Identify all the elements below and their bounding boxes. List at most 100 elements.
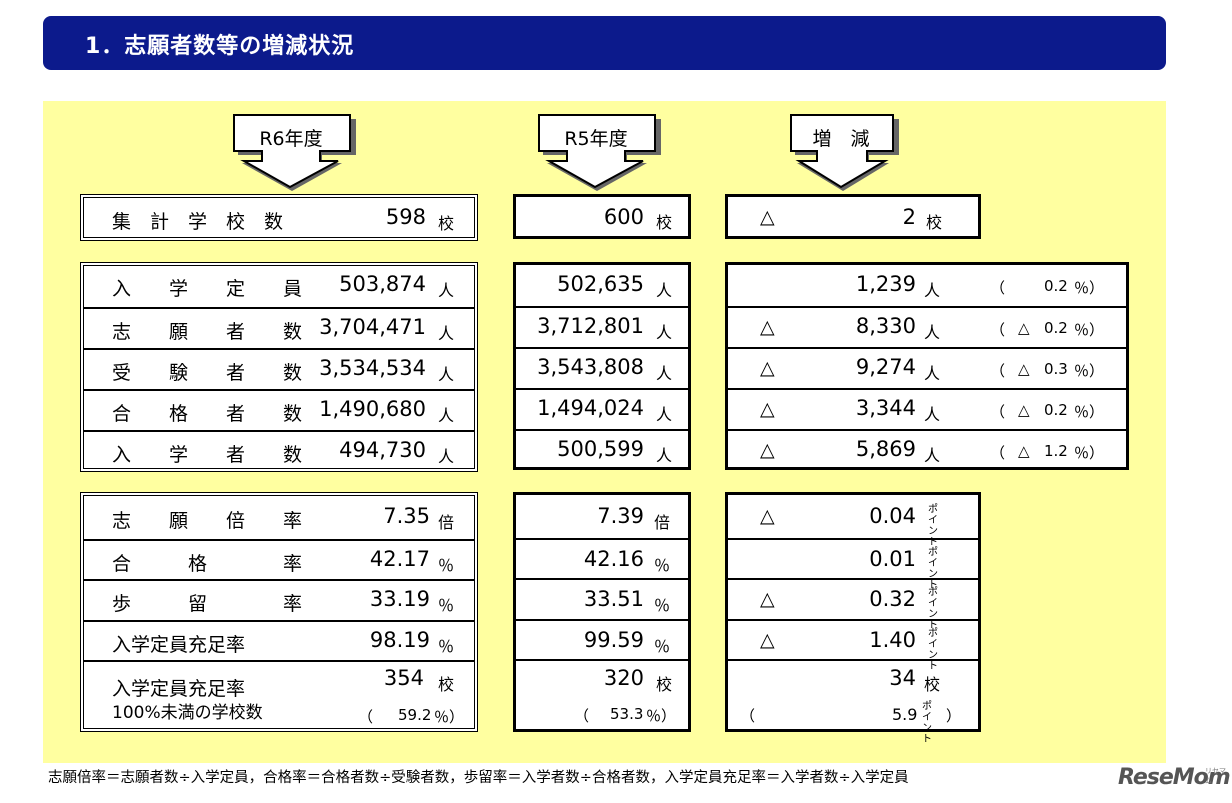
rate-unit: 倍 <box>437 513 454 532</box>
pct-triangle-icon: △ <box>1018 442 1030 460</box>
count-diff-value: 8,330 <box>855 314 916 338</box>
count-unit: 人 <box>923 446 940 465</box>
rate-diff-value: 0.04 <box>869 504 916 528</box>
count-label: 入 学 定 員 <box>112 278 303 300</box>
count-unit: 人 <box>655 323 672 342</box>
rate-row: 42.16 ％ <box>516 538 688 578</box>
rate-diff-value: 0.01 <box>869 547 916 571</box>
decrease-triangle-icon: △ <box>760 398 775 420</box>
count-r5-value: 502,635 <box>557 272 644 296</box>
rate-r5-value: 33.51 <box>583 587 644 611</box>
pct-close: ％） <box>1074 321 1105 339</box>
count-row: 1,494,024 人 <box>516 388 688 429</box>
header-r5-arrow: R5年度 <box>537 113 661 191</box>
rate-r6-value: 98.19 <box>369 628 430 652</box>
pct-close: ％） <box>1074 444 1105 462</box>
rates-r5-box: 7.39 倍 42.16 ％ 33.51 ％ 99.59 ％ 320 校 （ 5… <box>513 492 691 732</box>
count-r5-value: 500,599 <box>557 437 644 461</box>
pct-value: 0.3 <box>1044 360 1068 378</box>
rate-r5-value: 42.16 <box>583 547 644 571</box>
count-unit: 人 <box>437 447 454 466</box>
schools-diff-value: 2 <box>902 205 916 229</box>
under-r6-pct: 59.2 <box>398 706 432 724</box>
count-r5-value: 3,712,801 <box>537 314 644 338</box>
pct-open: （ <box>990 403 1006 421</box>
count-diff-row: △ 3,344 人 （ △ 0.2 ％） <box>728 388 1126 429</box>
under-diff-pct: 5.9 <box>892 705 918 724</box>
pct-triangle-icon: △ <box>1018 360 1030 378</box>
rate-label: 合 格 率 <box>112 553 303 575</box>
down-arrow-icon <box>233 114 356 191</box>
pct-close: ％） <box>434 708 465 726</box>
decrease-triangle-icon: △ <box>760 629 775 651</box>
rate-row: 入学定員充足率 98.19 ％ <box>84 620 474 660</box>
count-r6-value: 3,534,534 <box>319 356 426 380</box>
pct-close: ％） <box>1074 279 1105 297</box>
pct-triangle-icon: △ <box>1018 319 1030 337</box>
resemom-logo: ReseMom <box>1118 765 1231 790</box>
header-diff-arrow: 増 減 <box>789 113 899 191</box>
under-unit: 校 <box>437 675 454 694</box>
count-diff-value: 1,239 <box>855 272 916 296</box>
rate-r6-value: 7.35 <box>383 504 430 528</box>
pct-close: ％） <box>1074 362 1105 380</box>
header-r5-label: R5年度 <box>564 128 628 150</box>
count-row: 受 験 者 数 3,534,534 人 <box>84 348 474 389</box>
count-diff-row: △ 8,330 人 （ △ 0.2 ％） <box>728 306 1126 347</box>
section-title-banner: 1．志願者数等の増減状況 <box>43 16 1166 70</box>
pct-open: （ <box>990 362 1006 380</box>
rate-row: 合 格 率 42.17 ％ <box>84 539 474 579</box>
count-unit: 人 <box>923 405 940 424</box>
schools-r5-value: 600 <box>603 205 644 229</box>
point-unit: ポイ ント <box>922 701 932 745</box>
rate-label: 歩 留 率 <box>112 593 303 615</box>
pct-open: （ <box>574 707 590 725</box>
schools-label: 集 計 学 校 数 <box>112 211 284 233</box>
pct-open: （ <box>990 279 1006 297</box>
count-diff-row: △ 9,274 人 （ △ 0.3 ％） <box>728 347 1126 388</box>
count-label: 受 験 者 数 <box>112 362 303 384</box>
schools-r6-box: 集 計 学 校 数 598 校 <box>80 194 478 241</box>
under-row: 320 校 （ 53.3 ％） <box>516 659 688 729</box>
count-unit: 人 <box>655 446 672 465</box>
pct-close: ％） <box>1074 403 1105 421</box>
footnote: 志願倍率＝志願者数÷入学定員，合格率＝合格者数÷受験者数，歩留率＝入学者数÷合格… <box>48 770 909 786</box>
count-unit: 人 <box>437 365 454 384</box>
pct-open: （ <box>990 444 1006 462</box>
rate-unit: ％ <box>437 556 454 575</box>
count-row: 3,712,801 人 <box>516 306 688 347</box>
count-unit: 人 <box>655 405 672 424</box>
count-row: 500,599 人 <box>516 429 688 467</box>
count-unit: 人 <box>437 324 454 343</box>
count-diff-value: 3,344 <box>855 396 916 420</box>
count-r5-value: 3,543,808 <box>537 355 644 379</box>
rate-diff-row: △ 0.32 ポイ ント <box>728 578 978 631</box>
rates-r6-box: 志 願 倍 率 7.35 倍 合 格 率 42.17 ％ 歩 留 率 33.19… <box>80 492 478 732</box>
count-row: 合 格 者 数 1,490,680 人 <box>84 389 474 430</box>
down-arrow-icon <box>538 114 661 191</box>
count-unit: 人 <box>923 281 940 300</box>
count-row: 3,543,808 人 <box>516 347 688 388</box>
count-diff-row: 1,239 人 （ 0.2 ％） <box>728 265 1126 306</box>
counts-diff-box: 1,239 人 （ 0.2 ％） △ 8,330 人 （ △ 0.2 ％） △ … <box>725 262 1129 470</box>
rate-unit: ％ <box>437 637 454 656</box>
decrease-triangle-icon: △ <box>760 439 775 461</box>
down-arrow-icon <box>790 114 899 191</box>
schools-r5-unit: 校 <box>655 213 672 232</box>
pct-value: 0.2 <box>1044 401 1068 419</box>
count-label: 志 願 者 数 <box>112 321 303 343</box>
decrease-triangle-icon: △ <box>760 206 775 228</box>
pct-value: 0.2 <box>1044 277 1068 295</box>
decrease-triangle-icon: △ <box>760 588 775 610</box>
schools-r6-unit: 校 <box>437 214 454 233</box>
header-diff-label: 増 減 <box>812 128 870 150</box>
counts-r6-box: 入 学 定 員 503,874 人 志 願 者 数 3,704,471 人 受 … <box>80 262 478 472</box>
count-unit: 人 <box>437 406 454 425</box>
counts-r5-box: 502,635 人 3,712,801 人 3,543,808 人 1,494,… <box>513 262 691 470</box>
count-r6-value: 503,874 <box>339 272 426 296</box>
point-unit: ポイ ント <box>928 628 938 672</box>
rate-label: 入学定員充足率 <box>112 634 246 656</box>
under-r5-value: 320 <box>603 666 644 690</box>
count-r6-value: 3,704,471 <box>319 315 426 339</box>
rate-unit: ％ <box>653 637 670 656</box>
